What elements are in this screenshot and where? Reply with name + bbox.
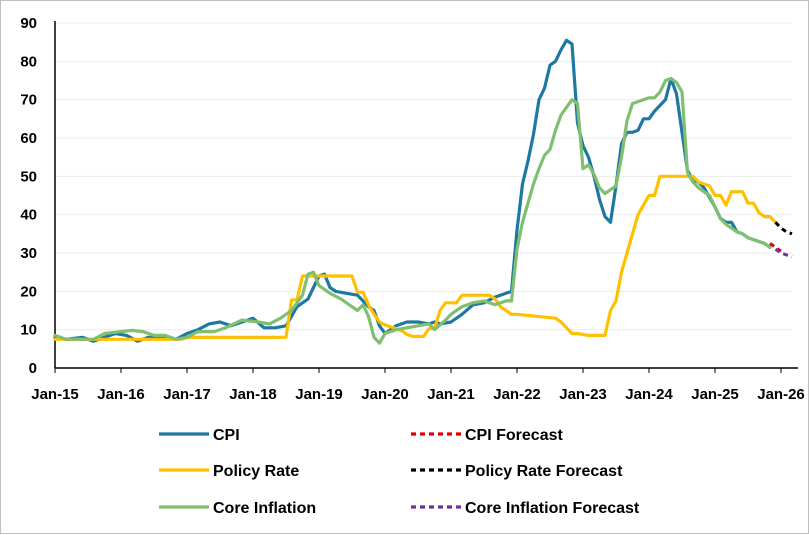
x-tick-label: Jan-18 bbox=[229, 386, 277, 403]
y-tick-label: 0 bbox=[29, 360, 37, 377]
x-tick-label: Jan-24 bbox=[625, 386, 673, 403]
core-inflation-forecast-line bbox=[774, 247, 793, 259]
y-tick-label: 50 bbox=[20, 168, 37, 185]
y-tick-label: 20 bbox=[20, 283, 37, 300]
y-tick-label: 70 bbox=[20, 92, 37, 109]
legend-label-policy-rate: Policy Rate bbox=[213, 463, 299, 480]
y-tick-label: 80 bbox=[20, 53, 37, 70]
policy-rate-line bbox=[53, 174, 778, 341]
legend-label-cpi-forecast: CPI Forecast bbox=[465, 427, 563, 444]
x-tick-label: Jan-17 bbox=[163, 386, 211, 403]
x-tick-label: Jan-15 bbox=[31, 386, 79, 403]
x-tick-label: Jan-25 bbox=[691, 386, 739, 403]
y-tick-label: 60 bbox=[20, 130, 37, 147]
legend-label-core-inflation: Core Inflation bbox=[213, 500, 316, 517]
x-tick-label: Jan-22 bbox=[493, 386, 541, 403]
x-tick-label: Jan-19 bbox=[295, 386, 343, 403]
policy-rate-forecast-line bbox=[774, 221, 793, 236]
legend-label-cpi: CPI bbox=[213, 427, 240, 444]
cpi-forecast-line bbox=[769, 242, 782, 253]
y-tick-label: 90 bbox=[20, 15, 37, 32]
x-tick-label: Jan-20 bbox=[361, 386, 409, 403]
x-tick-label: Jan-23 bbox=[559, 386, 607, 403]
y-tick-label: 30 bbox=[20, 245, 37, 262]
y-tick-label: 40 bbox=[20, 207, 37, 224]
x-tick-label: Jan-26 bbox=[757, 386, 805, 403]
x-tick-label: Jan-16 bbox=[97, 386, 145, 403]
core-inflation-line bbox=[53, 76, 772, 345]
y-tick-label: 10 bbox=[20, 322, 37, 339]
legend-label-policy-rate-forecast: Policy Rate Forecast bbox=[465, 463, 623, 480]
x-tick-label: Jan-21 bbox=[427, 386, 475, 403]
legend-label-core-inflation-forecast: Core Inflation Forecast bbox=[465, 500, 640, 517]
